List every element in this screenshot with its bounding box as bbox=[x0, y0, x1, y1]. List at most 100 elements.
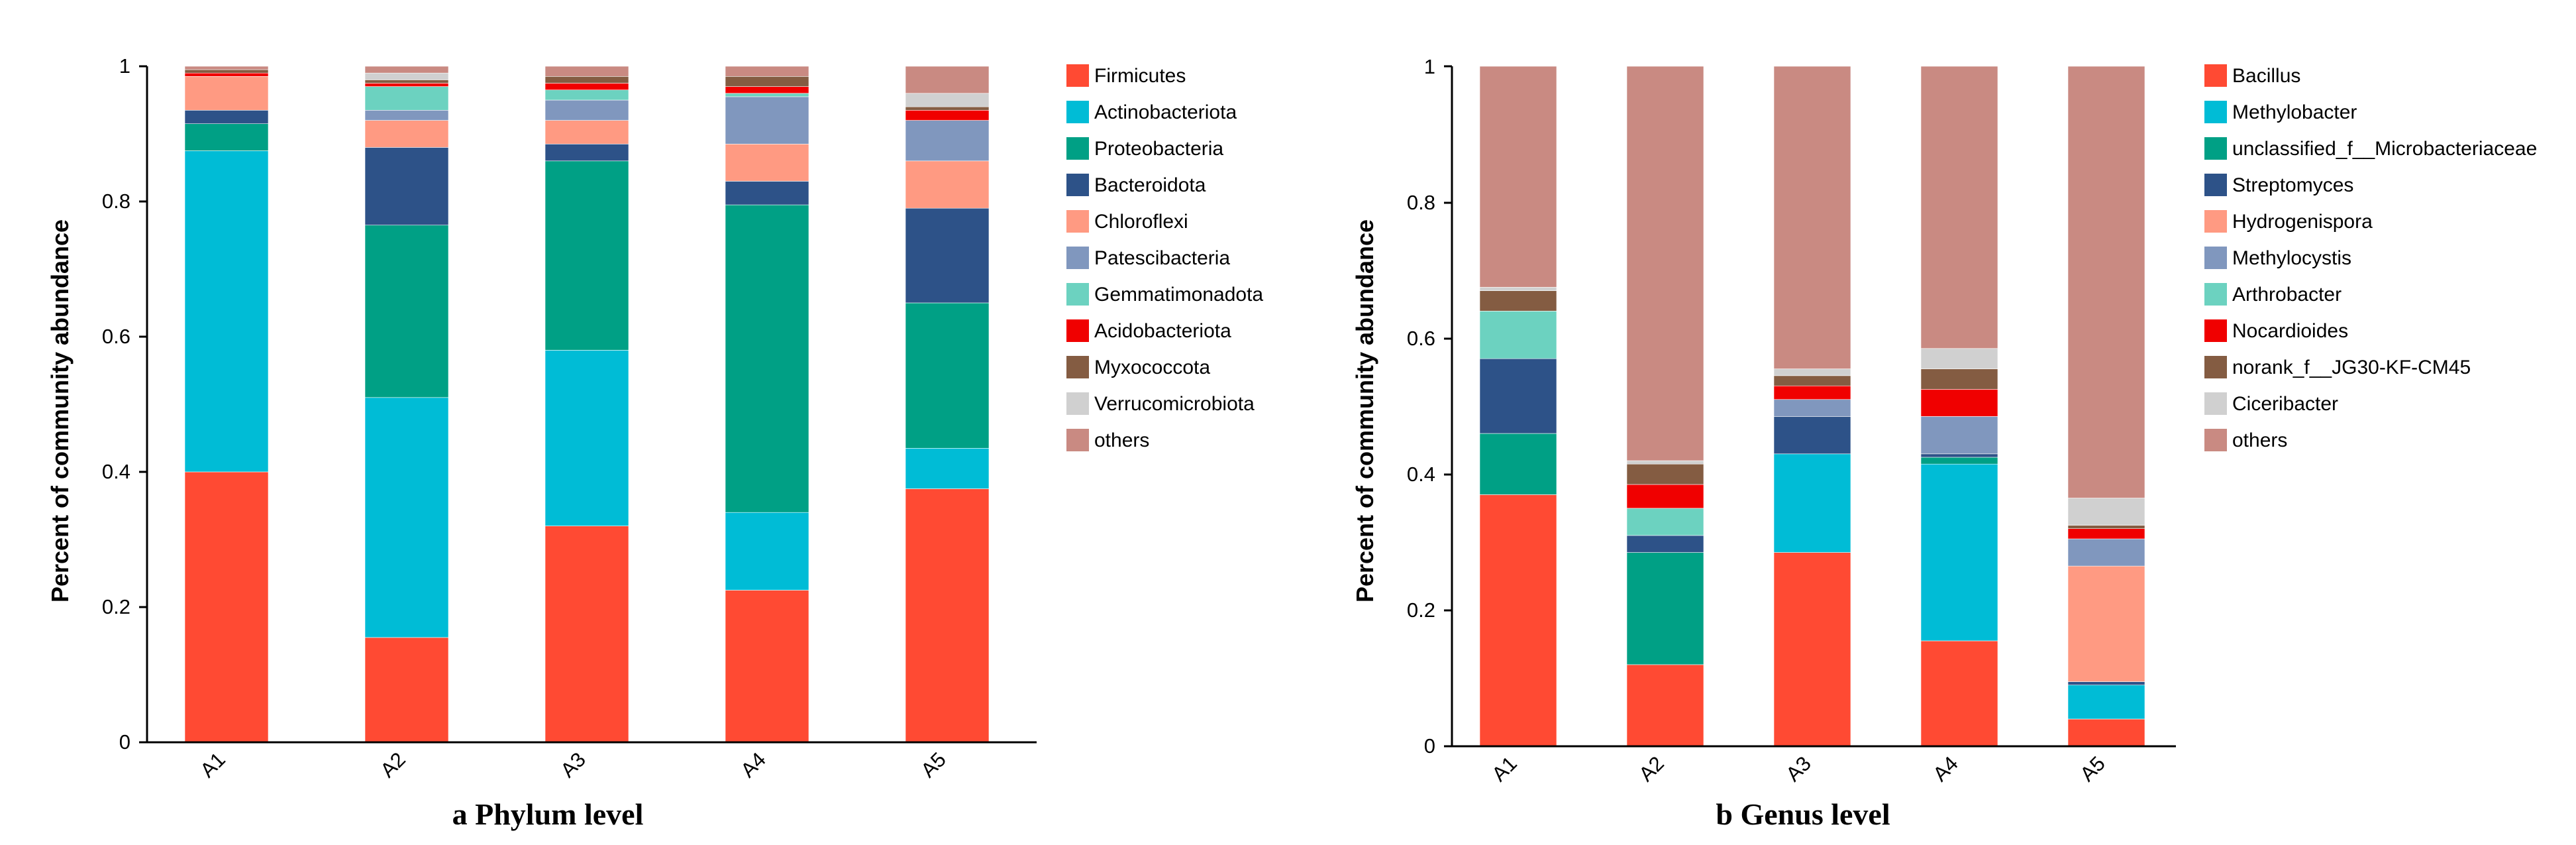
axes bbox=[139, 65, 1037, 744]
legend-label: Bacillus bbox=[2232, 65, 2300, 87]
bar-segment-A3-norank_f__JG30-KF-CM45 bbox=[1773, 375, 1851, 386]
bar-segment-A3-Chloroflexi bbox=[544, 120, 629, 144]
bar-segment-A1-unclassified_f__Microbacteriaceae bbox=[1479, 433, 1557, 495]
legend-label: others bbox=[1094, 429, 1149, 451]
bar-segment-A1-Ciceribacter bbox=[1479, 287, 1557, 291]
legend-label: Acidobacteriota bbox=[1094, 320, 1231, 342]
bar-segment-A1-Proteobacteria bbox=[184, 123, 269, 151]
bar-segment-A5-Bacillus bbox=[2067, 718, 2145, 747]
bar-segment-A3-Streptomyces bbox=[1773, 416, 1851, 455]
bar-segment-A3-Gemmatimonadota bbox=[544, 89, 629, 101]
legend-swatch bbox=[2204, 283, 2227, 306]
legend-swatch bbox=[2204, 356, 2227, 378]
bar-segment-A4-Ciceribacter bbox=[1920, 348, 1998, 369]
bar-segment-A2-Gemmatimonadota bbox=[364, 86, 449, 111]
legend-swatch bbox=[2204, 101, 2227, 123]
legend-swatch bbox=[1066, 283, 1089, 306]
y-tick-labels: 0 0.2 0.4 0.6 0.8 1 bbox=[1407, 55, 1435, 758]
bar-segment-A5-Methylobacter bbox=[2067, 685, 2145, 720]
legend-swatch bbox=[2204, 210, 2227, 233]
bar-segment-A1-norank_f__JG30-KF-CM45 bbox=[1479, 290, 1557, 311]
legend-swatch bbox=[1066, 210, 1089, 233]
legend-item: Methylobacter bbox=[2204, 101, 2357, 123]
legend-item: Actinobacteriota bbox=[1066, 101, 1237, 123]
legend-item: Nocardioides bbox=[2204, 319, 2348, 342]
bar-segment-A2-Myxococcota bbox=[364, 80, 449, 84]
legend-swatch bbox=[1066, 174, 1089, 196]
bar-segment-A1-Bacillus bbox=[1479, 494, 1557, 747]
legend-swatch bbox=[1066, 137, 1089, 160]
bar-segment-A3-Actinobacteriota bbox=[544, 350, 629, 526]
legend-label: Chloroflexi bbox=[1094, 211, 1188, 233]
bar-segment-A2-Ciceribacter bbox=[1626, 460, 1704, 465]
panel-genus-chart: Percent of community abundance 0 0.2 0.4… bbox=[1351, 55, 2537, 831]
bar-segment-A5-Myxococcota bbox=[905, 106, 990, 111]
bar-segment-A4-Proteobacteria bbox=[725, 204, 809, 513]
y-tick-labels: 0 0.2 0.4 0.6 0.8 1 bbox=[102, 54, 130, 754]
y-axis-title: Percent of community abundance bbox=[46, 219, 74, 602]
bar-segment-A4-unclassified_f__Microbacteriaceae bbox=[1920, 457, 1998, 465]
bar-segment-A1-others bbox=[184, 66, 269, 70]
bar-segment-A5-others bbox=[905, 66, 990, 94]
legend-item: Gemmatimonadota bbox=[1066, 283, 1263, 306]
panel-caption: b Genus level bbox=[1716, 797, 1890, 831]
bar-segment-A5-others bbox=[2067, 66, 2145, 498]
bar-segment-A5-Nocardioides bbox=[2067, 528, 2145, 539]
bar-segment-A1-Actinobacteriota bbox=[184, 150, 269, 473]
stacked-bars bbox=[1479, 66, 2145, 747]
bar-segment-A5-Bacteroidota bbox=[905, 207, 990, 304]
legend-item: Arthrobacter bbox=[2204, 283, 2342, 306]
legend-label: Myxococcota bbox=[1094, 357, 1210, 378]
bar-segment-A2-Acidobacteriota bbox=[364, 83, 449, 87]
bar-segment-A4-Nocardioides bbox=[1920, 389, 1998, 417]
axes bbox=[1444, 65, 2176, 748]
bar-segment-A1-Bacteroidota bbox=[184, 110, 269, 125]
bar-segment-A2-others bbox=[364, 66, 449, 74]
bar-segment-A3-Nocardioides bbox=[1773, 385, 1851, 400]
bar-segment-A3-Acidobacteriota bbox=[544, 83, 629, 90]
legend-label: Actinobacteriota bbox=[1094, 101, 1237, 123]
bar-segment-A1-Acidobacteriota bbox=[184, 72, 269, 77]
bar-segment-A4-Chloroflexi bbox=[725, 144, 809, 182]
legend-item: Hydrogenispora bbox=[2204, 210, 2373, 233]
legend-label: Verrucomicrobiota bbox=[1094, 393, 1255, 415]
legend-label: Firmicutes bbox=[1094, 65, 1186, 87]
bar-segment-A5-norank_f__JG30-KF-CM45 bbox=[2067, 525, 2145, 529]
legend-item: Myxococcota bbox=[1066, 356, 1210, 378]
legend-label: unclassified_f__Microbacteriaceae bbox=[2232, 138, 2537, 160]
bar-segment-A4-Streptomyces bbox=[1920, 453, 1998, 458]
bar-segment-A3-Myxococcota bbox=[544, 76, 629, 84]
stacked-bars bbox=[184, 66, 990, 743]
bar-segment-A2-norank_f__JG30-KF-CM45 bbox=[1626, 463, 1704, 485]
legend-label: Methylocystis bbox=[2232, 247, 2351, 269]
x-tick-label: A5 bbox=[2075, 752, 2110, 786]
bar-segment-A3-others bbox=[544, 66, 629, 77]
legend-label: Hydrogenispora bbox=[2232, 211, 2373, 233]
bar-segment-A1-others bbox=[1479, 66, 1557, 288]
bar-segment-A2-Firmicutes bbox=[364, 637, 449, 743]
x-tick-label: A4 bbox=[736, 748, 770, 782]
bar-segment-A3-Bacillus bbox=[1773, 552, 1851, 747]
x-tick-label: A3 bbox=[556, 748, 590, 782]
legend-swatch bbox=[1066, 356, 1089, 378]
bar-segment-A3-Methylobacter bbox=[1773, 453, 1851, 553]
bar-segment-A4-Firmicutes bbox=[725, 590, 809, 743]
bar-segment-A2-Nocardioides bbox=[1626, 484, 1704, 509]
y-tick-label: 0.6 bbox=[102, 325, 130, 348]
bar-segment-A5-Streptomyces bbox=[2067, 681, 2145, 685]
y-tick-label: 0.4 bbox=[102, 460, 130, 483]
panel-caption: a Phylum level bbox=[452, 797, 644, 831]
bar-segment-A4-Gemmatimonadota bbox=[725, 93, 809, 97]
bar-segment-A5-Methylocystis bbox=[2067, 538, 2145, 567]
bar-segment-A5-Proteobacteria bbox=[905, 302, 990, 449]
legend-swatch bbox=[1066, 101, 1089, 123]
y-axis-title: Percent of community abundance bbox=[1351, 219, 1378, 602]
x-tick-labels: A1 A2 A3 A4 A5 bbox=[1487, 752, 2110, 786]
legend-item: Ciceribacter bbox=[2204, 392, 2338, 415]
bar-segment-A4-Acidobacteriota bbox=[725, 86, 809, 94]
bar-segment-A5-Chloroflexi bbox=[905, 160, 990, 209]
legend-label: others bbox=[2232, 429, 2287, 451]
bar-segment-A4-Methylobacter bbox=[1920, 463, 1998, 642]
y-tick-label: 0.2 bbox=[102, 595, 130, 618]
